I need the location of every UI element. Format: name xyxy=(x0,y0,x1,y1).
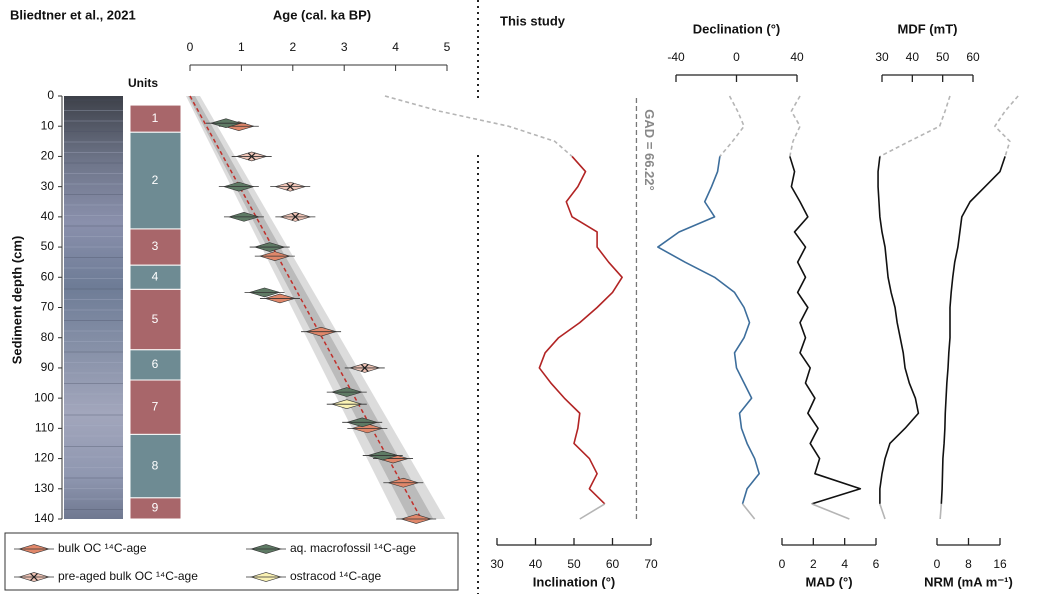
y-tick-label: 10 xyxy=(41,118,55,132)
age-model-envelope xyxy=(186,96,446,519)
unit xyxy=(129,288,182,351)
x-axis-title: Declination (°) xyxy=(693,21,781,36)
profile-line xyxy=(789,95,801,157)
age-point-cross xyxy=(247,152,256,161)
x-tick-label: 40 xyxy=(529,557,543,571)
unit xyxy=(129,349,182,381)
y-tick-label: 70 xyxy=(41,300,55,314)
reference-label: GAD = 66.22° xyxy=(642,109,657,190)
y-tick-label: 110 xyxy=(35,421,54,435)
unit xyxy=(129,264,182,290)
x-tick-label: 30 xyxy=(875,50,889,64)
x-tick-label: 2 xyxy=(289,40,296,54)
depth-axis-title: Sediment depth (cm) xyxy=(9,236,24,365)
y-tick-label: 60 xyxy=(41,269,55,283)
unit xyxy=(129,379,182,435)
profile-line xyxy=(789,156,862,505)
profile-line xyxy=(879,95,951,158)
profile-line xyxy=(538,155,623,505)
profile-line xyxy=(741,503,756,520)
profile-line xyxy=(879,503,886,520)
x-tick-label: 40 xyxy=(790,50,804,64)
profile-line xyxy=(994,95,1019,157)
right-heading: This study xyxy=(500,13,566,28)
x-axis-title: NRM (mA m⁻¹) xyxy=(924,574,1013,589)
profile-line xyxy=(657,156,760,505)
unit xyxy=(129,433,182,499)
unit-label: 3 xyxy=(152,239,159,253)
x-tick-label: 16 xyxy=(993,557,1007,571)
unit-label: 5 xyxy=(152,312,159,326)
y-tick-label: 140 xyxy=(34,511,54,525)
x-tick-label: 40 xyxy=(906,50,920,64)
age-axis-title: Age (cal. ka BP) xyxy=(273,7,371,22)
y-tick-label: 0 xyxy=(47,88,54,102)
unit-label: 1 xyxy=(152,111,159,125)
x-tick-label: 60 xyxy=(606,557,620,571)
x-tick-label: -40 xyxy=(667,50,685,64)
age-model-envelope xyxy=(188,96,434,519)
unit-label: 2 xyxy=(152,173,159,187)
y-tick-label: 90 xyxy=(41,360,55,374)
y-tick-label: 40 xyxy=(41,209,55,223)
x-tick-label: 60 xyxy=(966,50,980,64)
unit-label: 7 xyxy=(152,399,159,413)
x-tick-label: 50 xyxy=(567,557,581,571)
profile-line xyxy=(877,156,920,504)
y-tick-label: 100 xyxy=(34,390,54,404)
legend-label: aq. macrofossil ¹⁴C-age xyxy=(290,541,416,555)
x-tick-label: 0 xyxy=(934,557,941,571)
profile-line xyxy=(384,95,573,158)
legend-label: bulk OC ¹⁴C-age xyxy=(58,541,147,555)
unit-label: 6 xyxy=(152,357,159,371)
legend xyxy=(4,532,459,591)
legend-label: pre-aged bulk OC ¹⁴C-age xyxy=(58,569,198,583)
x-tick-label: 50 xyxy=(936,50,950,64)
age-point-cross xyxy=(291,212,300,221)
x-tick-label: 2 xyxy=(810,557,817,571)
x-tick-label: 4 xyxy=(841,557,848,571)
profile-line xyxy=(939,503,943,520)
left-heading: Bliedtner et al., 2021 xyxy=(10,7,136,22)
x-tick-label: 5 xyxy=(444,40,451,54)
profile-line xyxy=(811,503,850,520)
units-heading: Units xyxy=(128,76,158,90)
x-tick-label: 0 xyxy=(779,557,786,571)
unit xyxy=(129,228,182,266)
y-tick-label: 130 xyxy=(34,481,54,495)
x-tick-label: 6 xyxy=(873,557,880,571)
unit-label: 9 xyxy=(152,501,159,515)
unit xyxy=(129,497,182,520)
age-model xyxy=(189,95,422,520)
y-tick-label: 80 xyxy=(41,330,55,344)
x-tick-label: 3 xyxy=(341,40,348,54)
x-tick-label: 8 xyxy=(965,557,972,571)
unit xyxy=(129,131,182,230)
age-point-cross xyxy=(360,364,369,372)
x-tick-label: 4 xyxy=(392,40,399,54)
x-axis-title: Inclination (°) xyxy=(533,574,615,589)
x-axis-title: MAD (°) xyxy=(805,574,852,589)
profile-line xyxy=(579,503,606,520)
x-tick-label: 30 xyxy=(490,557,504,571)
profile-line xyxy=(719,95,745,157)
x-axis-title: MDF (mT) xyxy=(898,21,958,36)
unit xyxy=(129,104,182,133)
legend-label: ostracod ¹⁴C-age xyxy=(290,569,382,583)
y-tick-label: 120 xyxy=(34,451,54,465)
x-tick-label: 0 xyxy=(733,50,740,64)
y-tick-label: 20 xyxy=(41,149,55,163)
unit-label: 8 xyxy=(152,458,159,472)
unit-label: 4 xyxy=(152,269,159,283)
profile-line xyxy=(940,156,1006,504)
age-point-cross xyxy=(286,182,295,191)
y-tick-label: 30 xyxy=(41,179,55,193)
x-tick-label: 70 xyxy=(644,557,658,571)
x-tick-label: 1 xyxy=(238,40,245,54)
x-tick-label: 0 xyxy=(187,40,194,54)
y-tick-label: 50 xyxy=(41,239,55,253)
core-image xyxy=(64,96,123,519)
legend-symbol-cross xyxy=(30,573,38,581)
